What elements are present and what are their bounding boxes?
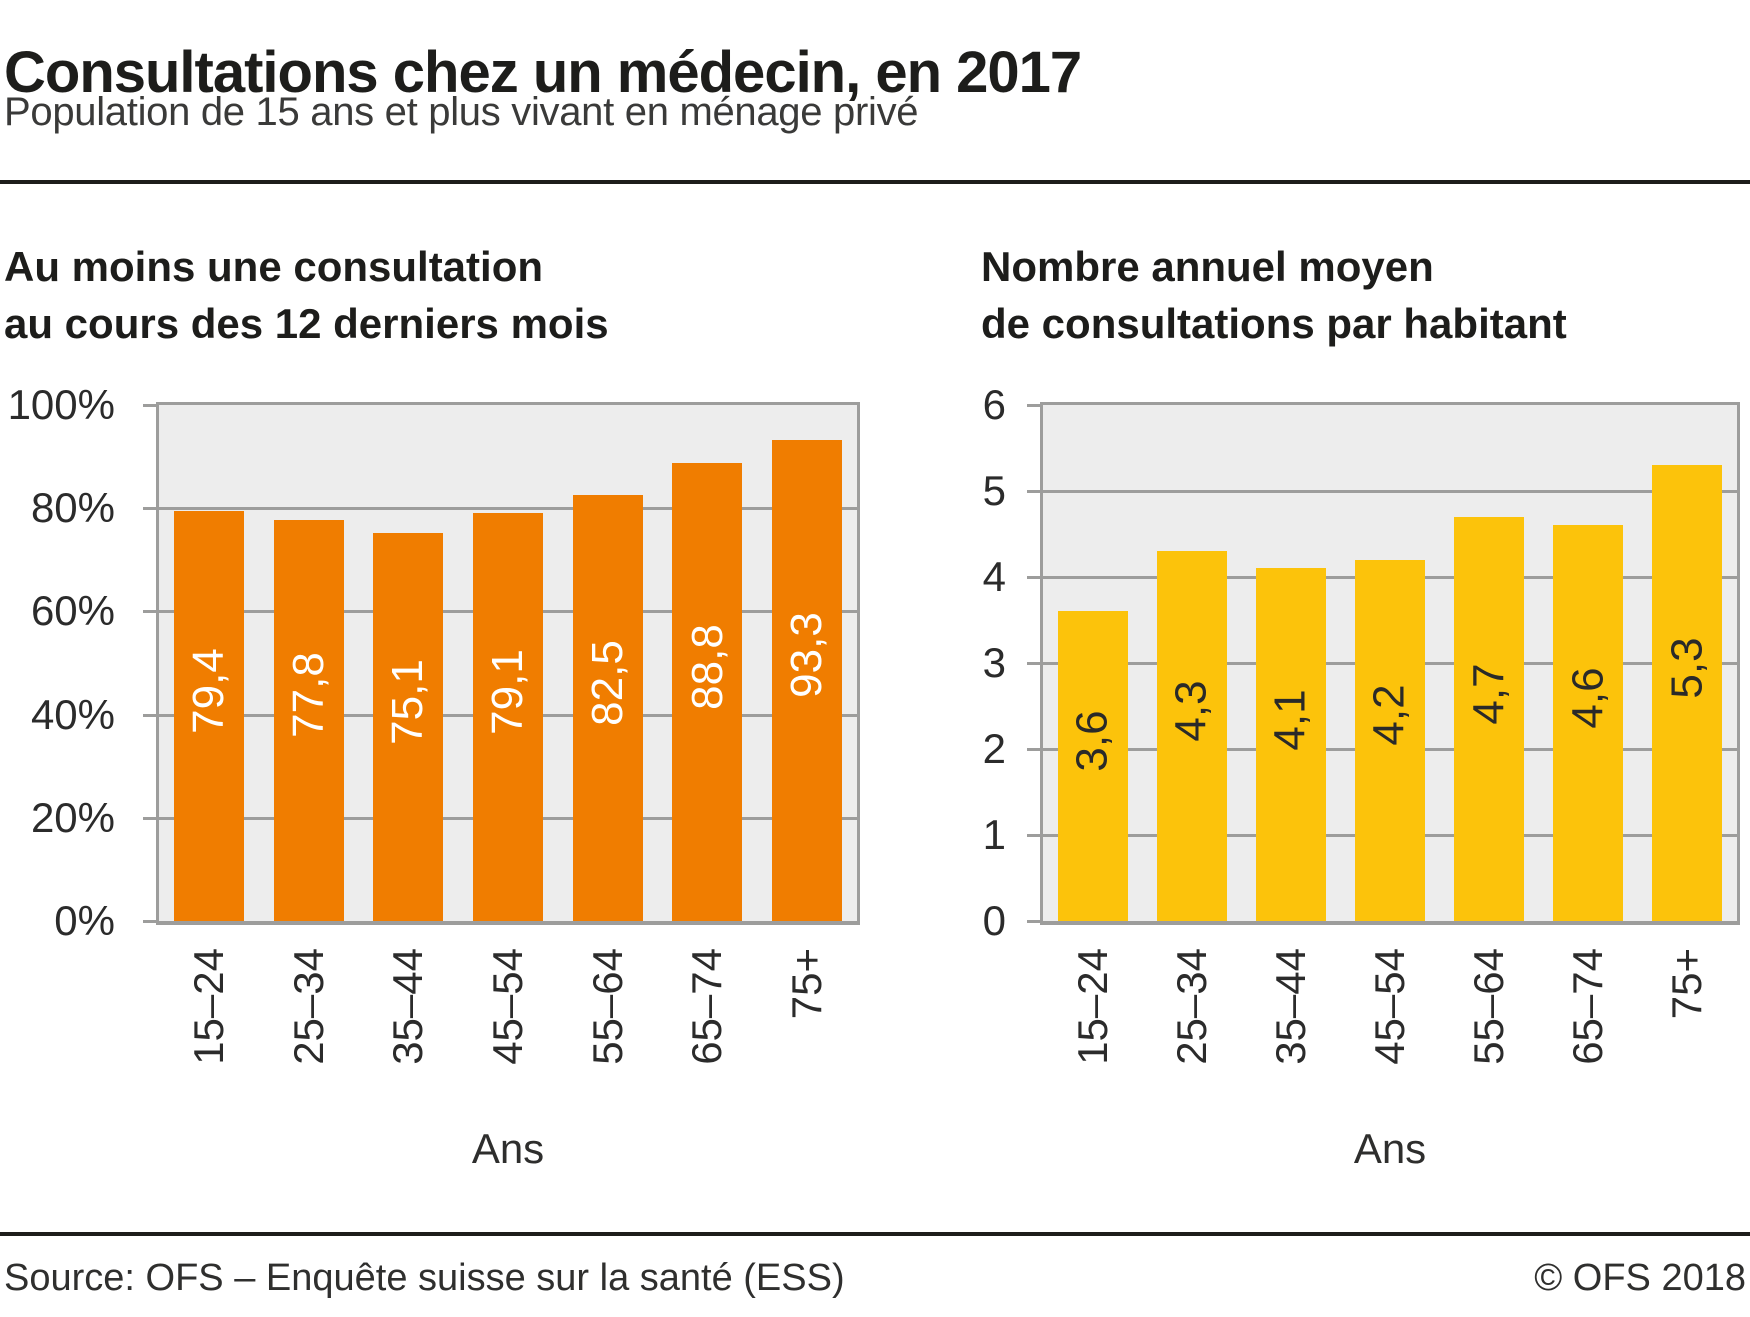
left-chart-heading: Au moins une consultation au cours des 1… xyxy=(4,238,609,352)
bar: 79,1 xyxy=(473,512,543,921)
left-chart-heading-line1: Au moins une consultation xyxy=(4,243,544,290)
bar: 75,1 xyxy=(373,533,444,921)
y-tick-label: 0% xyxy=(54,897,115,944)
copyright-note: © OFS 2018 xyxy=(1534,1257,1746,1299)
x-axis-title: Ans xyxy=(471,1125,545,1172)
y-axis-tick xyxy=(143,404,156,407)
x-tick-label: 65–74 xyxy=(683,948,731,1065)
y-axis-tick xyxy=(1027,662,1040,665)
y-axis-tick xyxy=(1027,920,1040,923)
bar-value-label: 77,8 xyxy=(283,652,333,739)
y-axis-tick xyxy=(1027,576,1040,579)
x-tick-label: 15–24 xyxy=(184,948,232,1065)
bar-value-label: 88,8 xyxy=(682,624,732,710)
bar: 77,8 xyxy=(273,519,344,921)
right-chart-heading-line2: de consultations par habitant xyxy=(981,300,1567,347)
x-tick-label: 55–64 xyxy=(583,948,631,1065)
x-tick-label: 25–34 xyxy=(284,948,332,1065)
bar: 4,1 xyxy=(1255,568,1326,921)
bar-value-label: 93,3 xyxy=(782,612,832,699)
page-title: Consultations chez un médecin, en 2017 xyxy=(4,39,1082,105)
bar: 4,3 xyxy=(1156,551,1227,921)
right-chart-heading-line1: Nombre annuel moyen xyxy=(981,243,1434,290)
bar: 4,6 xyxy=(1553,525,1624,921)
y-tick-label: 6 xyxy=(982,381,1006,428)
x-tick-label: 65–74 xyxy=(1564,948,1612,1065)
left-chart-heading-line2: au cours des 12 derniers mois xyxy=(4,300,609,347)
y-tick-label: 3 xyxy=(982,639,1006,686)
y-axis-tick xyxy=(143,610,156,614)
x-tick-label: 25–34 xyxy=(1167,948,1215,1065)
x-tick-label: 15–24 xyxy=(1068,948,1116,1065)
y-axis-tick xyxy=(1027,404,1040,407)
bar: 3,6 xyxy=(1057,611,1128,921)
source-note: Source: OFS – Enquête suisse sur la sant… xyxy=(4,1257,845,1299)
bar-value-label: 79,4 xyxy=(183,648,233,734)
bar: 82,5 xyxy=(572,495,643,921)
y-tick-label: 2 xyxy=(982,725,1006,772)
y-axis-tick xyxy=(1027,834,1040,837)
bar-value-label: 82,5 xyxy=(582,640,632,726)
right-chart-heading: Nombre annuel moyen de consultations par… xyxy=(981,238,1567,352)
bottom-divider xyxy=(0,1232,1750,1236)
y-axis-tick xyxy=(143,920,156,923)
bar: 79,4 xyxy=(173,511,244,921)
gridline xyxy=(1043,490,1737,493)
bar: 93,3 xyxy=(772,439,843,921)
y-tick-label: 4 xyxy=(982,553,1006,600)
x-tick-label: 35–44 xyxy=(384,948,432,1065)
y-tick-label: 80% xyxy=(30,484,115,532)
top-divider xyxy=(0,180,1750,184)
bar-value-label: 79,1 xyxy=(483,649,533,735)
y-tick-label: 5 xyxy=(982,467,1006,514)
bar-value-label: 4,3 xyxy=(1166,680,1216,742)
bar: 88,8 xyxy=(672,462,743,921)
gridline xyxy=(159,507,857,511)
y-tick-label: 100% xyxy=(7,381,115,428)
bar: 5,3 xyxy=(1652,465,1723,921)
y-axis-tick xyxy=(1027,748,1040,751)
bar-value-label: 4,7 xyxy=(1464,663,1514,725)
y-tick-label: 60% xyxy=(30,587,115,635)
bar: 4,7 xyxy=(1454,516,1525,921)
x-tick-label: 75+ xyxy=(1663,948,1711,1020)
y-axis-tick xyxy=(143,816,156,820)
y-tick-label: 1 xyxy=(982,811,1006,858)
x-tick-label: 55–64 xyxy=(1465,948,1513,1065)
y-axis-tick xyxy=(143,713,156,717)
x-tick-label: 45–54 xyxy=(1366,948,1413,1065)
bar-value-label: 4,6 xyxy=(1563,667,1613,729)
y-axis-tick xyxy=(1027,490,1040,493)
y-tick-label: 20% xyxy=(30,793,115,841)
bar-value-label: 75,1 xyxy=(383,659,433,746)
bar-value-label: 4,2 xyxy=(1364,684,1414,746)
x-tick-label: 75+ xyxy=(783,948,831,1020)
y-tick-label: 40% xyxy=(30,690,115,738)
y-axis-tick xyxy=(143,507,156,511)
x-axis-title: Ans xyxy=(1353,1125,1427,1172)
page-subtitle: Population de 15 ans et plus vivant en m… xyxy=(4,90,919,134)
x-tick-label: 35–44 xyxy=(1266,948,1314,1065)
bar-value-label: 5,3 xyxy=(1662,637,1712,699)
x-tick-label: 45–54 xyxy=(484,948,531,1065)
bar-value-label: 4,1 xyxy=(1265,689,1315,751)
bar-chart-consultation-share: 0% 20% 40% 60% 80% 100% 79,4 15–24 77,8 25–34 75,1… xyxy=(8,381,860,1172)
bar: 4,2 xyxy=(1355,559,1425,921)
y-tick-label: 0 xyxy=(982,897,1006,944)
bar-value-label: 3,6 xyxy=(1067,710,1117,772)
bar-chart-consultations-per-capita: 0 1 2 3 4 5 6 3,6 15–24 4,3 25–34 4,1 35–44 4,2 45–54 4… xyxy=(983,381,1740,1172)
